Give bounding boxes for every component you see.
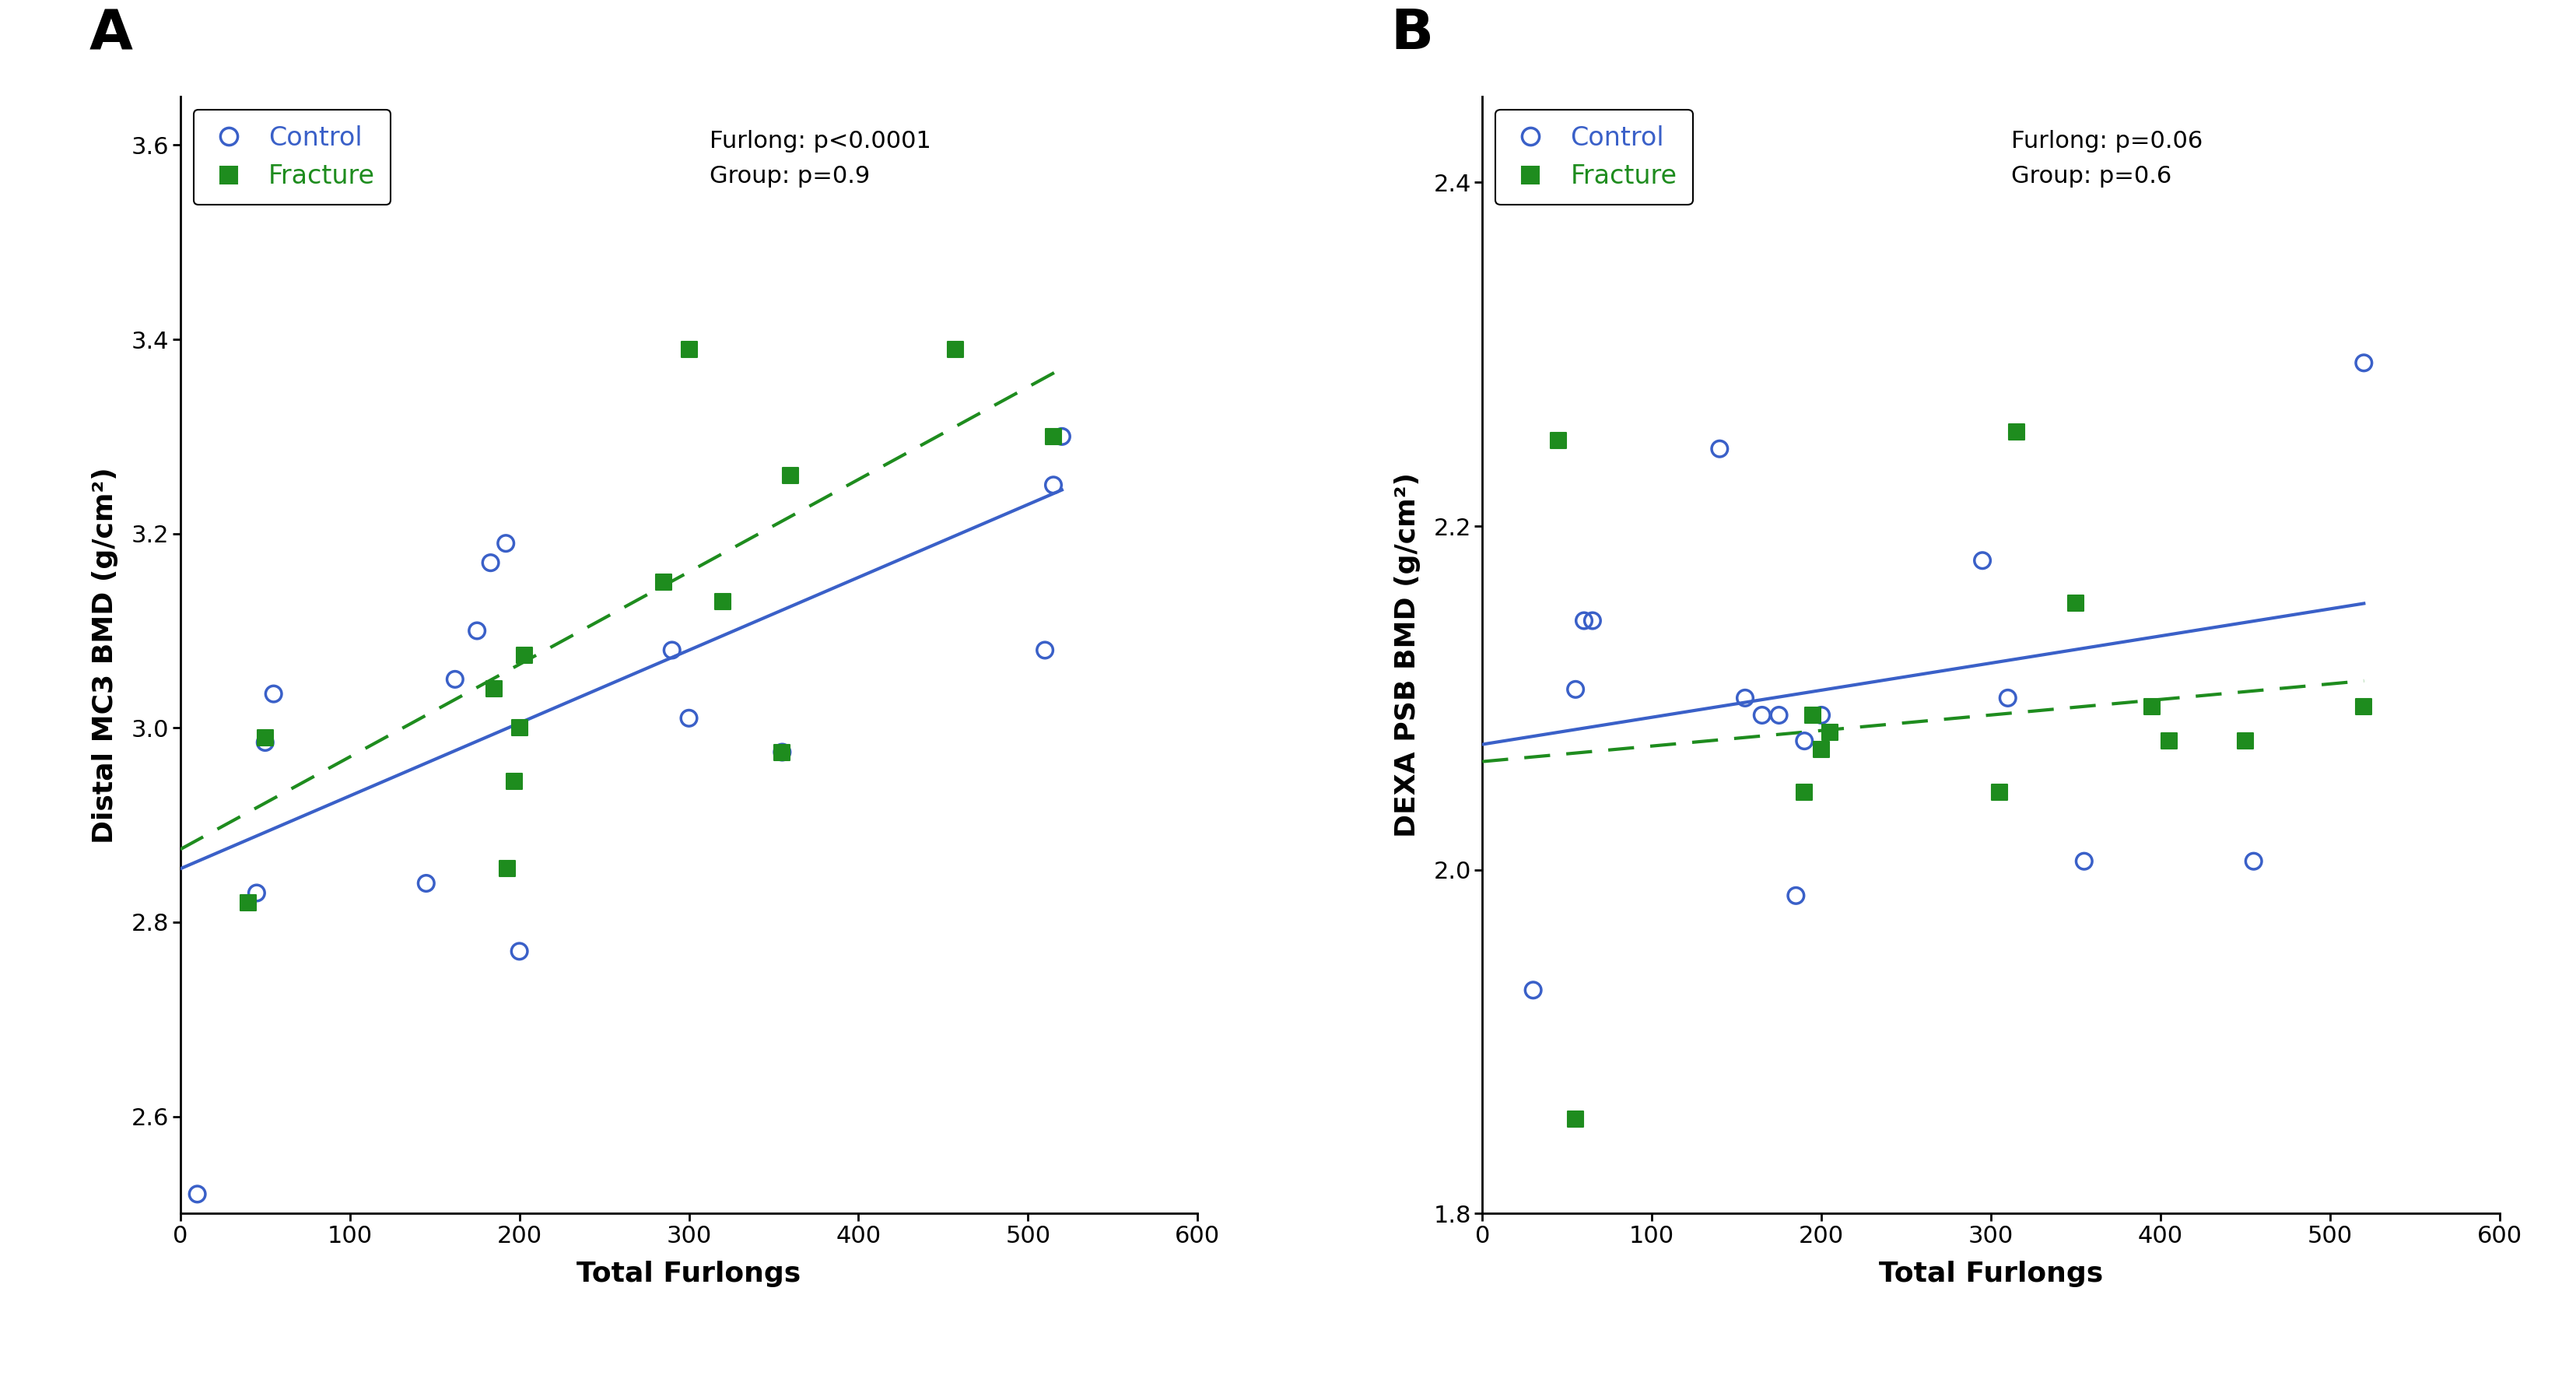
Point [667,707,708,729]
Point [1808,721,1850,743]
Point [1033,426,1074,448]
Point [935,338,976,360]
Point [1512,979,1553,1001]
Legend: Control, Fracture: Control, Fracture [1494,109,1692,205]
Point [1025,638,1066,661]
Point [505,644,546,666]
Point [1801,739,1842,761]
Point [1571,610,1613,632]
X-axis label: Total Furlongs: Total Furlongs [1878,1260,2102,1287]
Point [495,771,536,793]
Text: Furlong: p=0.06
Group: p=0.6: Furlong: p=0.06 Group: p=0.6 [2012,130,2202,188]
Point [469,552,510,574]
Point [762,741,804,763]
Point [667,338,708,360]
Point [252,683,294,705]
Point [1801,705,1842,727]
Legend: Control, Fracture: Control, Fracture [193,109,392,205]
Point [178,1183,219,1205]
Point [1698,437,1739,459]
Point [1033,474,1074,496]
Point [1960,549,2002,571]
Point [2148,729,2190,752]
Point [245,731,286,753]
Text: B: B [1391,7,1432,61]
Point [245,727,286,749]
Y-axis label: Distal MC3 BMD (g/cm²): Distal MC3 BMD (g/cm²) [93,467,118,843]
X-axis label: Total Furlongs: Total Furlongs [577,1260,801,1287]
Point [435,669,477,691]
Point [2223,729,2264,752]
Point [1994,421,2035,443]
Y-axis label: DEXA PSB BMD (g/cm²): DEXA PSB BMD (g/cm²) [1394,473,1419,837]
Point [1757,705,1798,727]
Point [2130,695,2172,717]
Point [762,741,804,763]
Point [1564,610,1605,632]
Point [227,892,268,914]
Point [404,873,446,895]
Point [644,571,685,593]
Point [1793,705,1834,727]
Point [770,465,811,487]
Point [2056,593,2097,615]
Point [456,619,497,641]
Point [2342,695,2383,717]
Point [1553,678,1595,701]
Point [500,717,541,739]
Point [1775,884,1816,906]
Point [1538,429,1579,451]
Point [652,638,693,661]
Point [2233,851,2275,873]
Point [1723,687,1765,709]
Point [500,940,541,963]
Point [484,532,526,554]
Point [237,883,278,905]
Point [1978,782,2020,804]
Point [487,858,528,880]
Point [1783,782,1824,804]
Text: Furlong: p<0.0001
Group: p=0.9: Furlong: p<0.0001 Group: p=0.9 [708,130,930,188]
Point [474,678,515,701]
Point [1553,1107,1595,1129]
Point [1041,426,1082,448]
Point [1741,705,1783,727]
Point [2342,352,2383,374]
Point [1986,687,2027,709]
Point [2063,851,2105,873]
Text: A: A [88,7,131,61]
Point [1783,729,1824,752]
Point [703,590,744,612]
